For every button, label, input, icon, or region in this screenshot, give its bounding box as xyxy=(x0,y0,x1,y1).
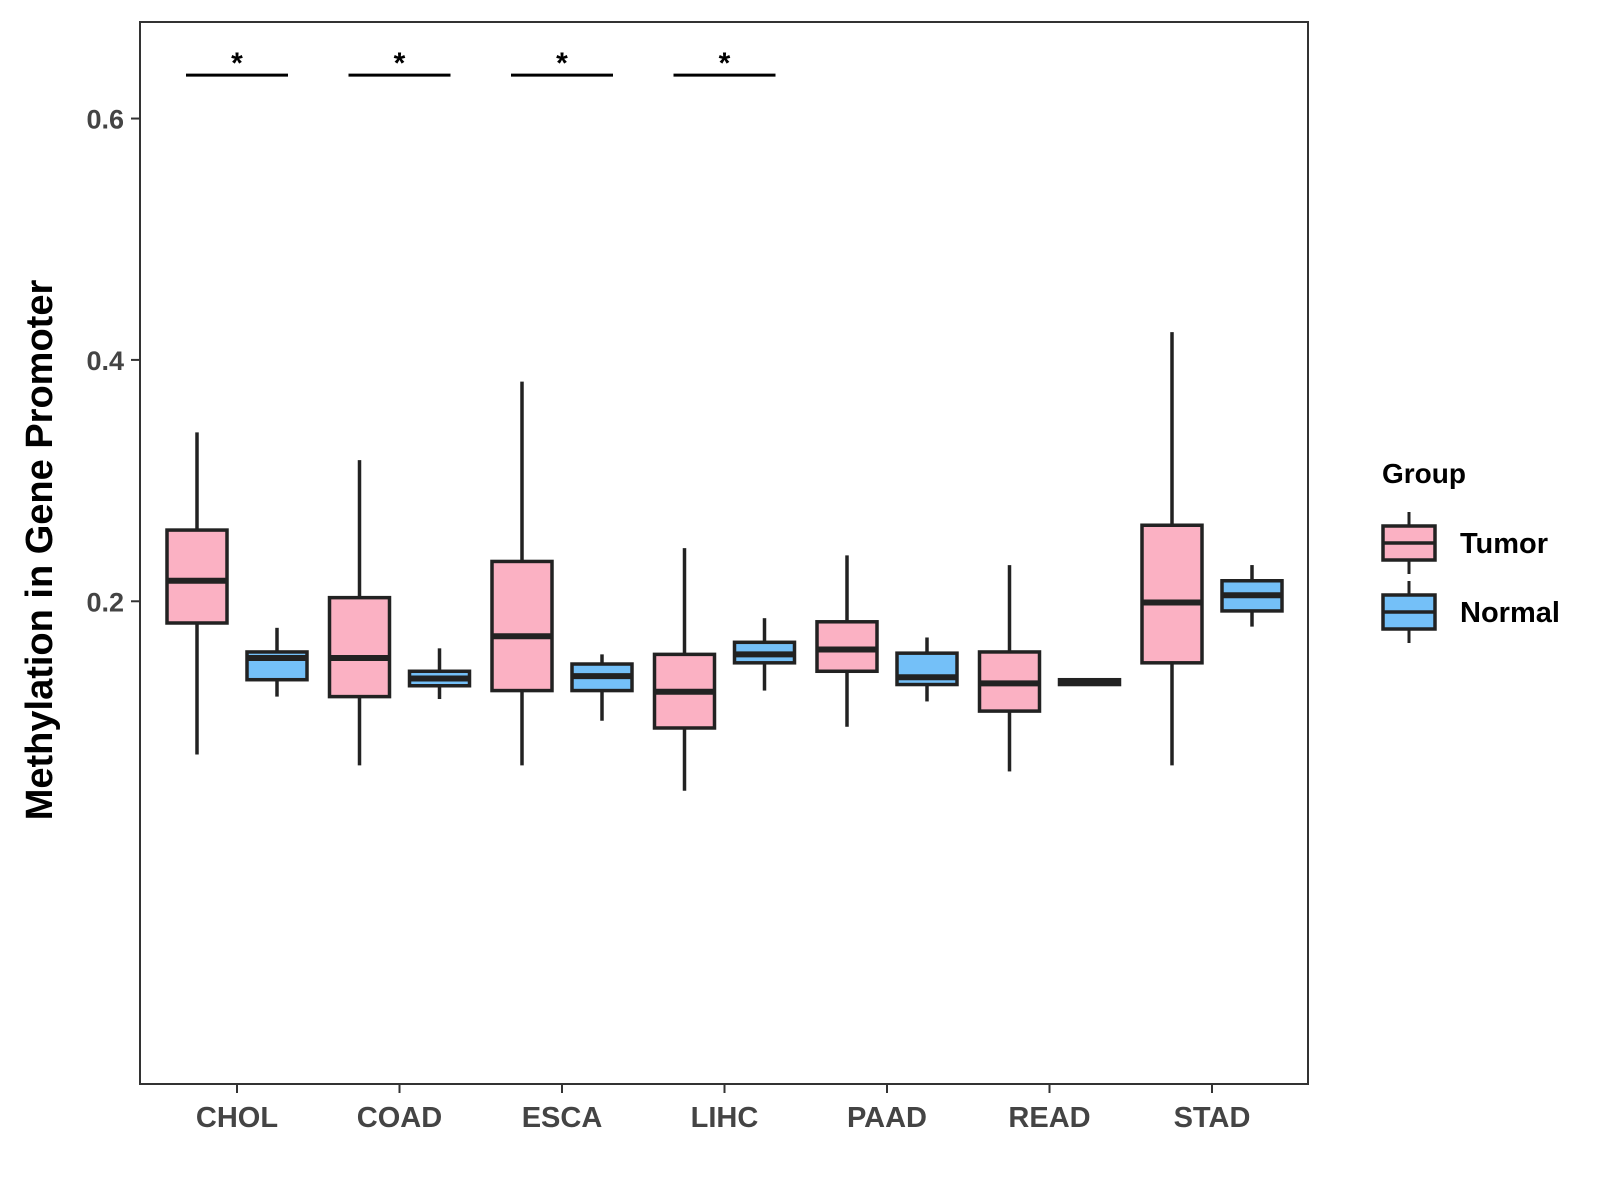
significance-star: * xyxy=(719,47,731,80)
x-tick-label: STAD xyxy=(1174,1102,1251,1134)
legend-label-tumor: Tumor xyxy=(1460,528,1548,560)
y-tick-label: 0.2 xyxy=(86,587,124,617)
x-tick-label: ESCA xyxy=(522,1102,603,1134)
significance-star: * xyxy=(394,47,406,80)
significance-star: * xyxy=(556,47,568,80)
x-tick-label: CHOL xyxy=(196,1102,278,1134)
significance-star: * xyxy=(231,47,243,80)
x-tick-label: LIHC xyxy=(691,1102,759,1134)
box-tumor-chol xyxy=(165,528,229,625)
box-tumor-esca xyxy=(490,559,554,693)
box-tumor-stad xyxy=(1140,523,1204,665)
y-tick-label: 0.6 xyxy=(86,105,124,135)
legend: Group Tumor Normal xyxy=(1381,458,1560,643)
plot-area: * * * * xyxy=(165,47,1284,791)
x-tick-label: COAD xyxy=(357,1102,442,1134)
box-tumor-coad xyxy=(327,595,392,699)
x-tick-label: PAAD xyxy=(847,1102,927,1134)
axes: 0.2 0.4 0.6 CHOL COAD ESCA LIHC PAAD READ STAD xyxy=(86,21,1309,1134)
box-tumor-paad xyxy=(815,620,879,674)
legend-label-normal: Normal xyxy=(1460,597,1560,629)
legend-title: Group xyxy=(1382,458,1466,489)
x-tick-label: READ xyxy=(1008,1102,1090,1134)
y-axis-title: Methylation in Gene Promoter xyxy=(19,280,61,821)
y-tick-label: 0.4 xyxy=(86,346,124,376)
